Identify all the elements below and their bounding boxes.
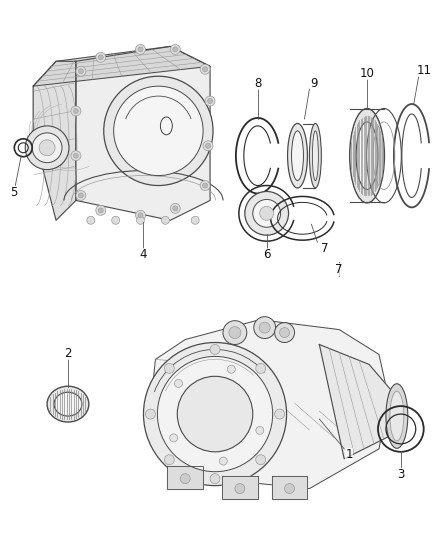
Circle shape: [245, 191, 289, 235]
Circle shape: [174, 379, 183, 387]
Circle shape: [76, 190, 86, 200]
Polygon shape: [33, 61, 76, 220]
Circle shape: [223, 321, 247, 344]
Circle shape: [164, 455, 174, 465]
Circle shape: [205, 143, 211, 148]
Circle shape: [71, 151, 81, 160]
Circle shape: [219, 457, 227, 465]
Circle shape: [203, 183, 208, 188]
Ellipse shape: [54, 392, 82, 416]
Circle shape: [144, 343, 286, 486]
Ellipse shape: [309, 124, 321, 188]
Circle shape: [227, 365, 235, 373]
Circle shape: [200, 64, 210, 74]
Circle shape: [74, 109, 78, 114]
Circle shape: [200, 181, 210, 190]
Text: 5: 5: [10, 186, 17, 199]
Text: 2: 2: [64, 347, 72, 360]
Circle shape: [71, 106, 81, 116]
Circle shape: [32, 133, 62, 163]
Ellipse shape: [312, 131, 318, 181]
Circle shape: [104, 76, 213, 185]
Circle shape: [173, 47, 178, 52]
Circle shape: [96, 52, 106, 62]
Circle shape: [229, 327, 241, 338]
Circle shape: [138, 47, 143, 52]
Circle shape: [256, 455, 266, 465]
Circle shape: [112, 216, 120, 224]
Polygon shape: [76, 46, 210, 220]
Circle shape: [210, 474, 220, 483]
Circle shape: [259, 322, 270, 333]
Polygon shape: [33, 46, 210, 86]
Circle shape: [177, 376, 253, 452]
Circle shape: [253, 199, 281, 227]
Circle shape: [98, 208, 103, 213]
Circle shape: [254, 317, 276, 338]
Circle shape: [285, 483, 294, 494]
Polygon shape: [150, 320, 389, 489]
Circle shape: [74, 153, 78, 158]
Circle shape: [138, 213, 143, 218]
Circle shape: [164, 364, 174, 373]
Circle shape: [137, 216, 145, 224]
Circle shape: [256, 364, 266, 373]
Circle shape: [235, 483, 245, 494]
Circle shape: [96, 205, 106, 215]
Text: 11: 11: [416, 64, 431, 77]
Circle shape: [279, 328, 290, 337]
Circle shape: [87, 216, 95, 224]
Ellipse shape: [356, 122, 378, 190]
Circle shape: [78, 193, 83, 198]
Polygon shape: [319, 344, 399, 459]
Circle shape: [78, 69, 83, 74]
Text: 3: 3: [397, 468, 405, 481]
Circle shape: [173, 206, 178, 211]
Circle shape: [191, 216, 199, 224]
Circle shape: [157, 357, 273, 472]
Ellipse shape: [350, 109, 385, 203]
Text: 9: 9: [311, 77, 318, 90]
Circle shape: [161, 216, 170, 224]
Circle shape: [275, 409, 285, 419]
Text: 10: 10: [360, 67, 374, 80]
Circle shape: [260, 206, 274, 220]
Polygon shape: [272, 475, 307, 498]
Circle shape: [170, 204, 180, 213]
Circle shape: [256, 426, 264, 434]
Circle shape: [145, 409, 155, 419]
Circle shape: [114, 86, 203, 175]
Circle shape: [208, 99, 212, 103]
Circle shape: [210, 344, 220, 354]
Circle shape: [170, 44, 180, 54]
Ellipse shape: [386, 384, 408, 448]
Circle shape: [39, 140, 55, 156]
Circle shape: [205, 96, 215, 106]
Polygon shape: [167, 466, 203, 489]
Text: 6: 6: [263, 248, 270, 261]
Circle shape: [275, 322, 294, 343]
Ellipse shape: [47, 386, 89, 422]
Circle shape: [25, 126, 69, 169]
Circle shape: [76, 66, 86, 76]
Circle shape: [98, 55, 103, 60]
Circle shape: [170, 434, 178, 442]
Ellipse shape: [288, 124, 307, 188]
Circle shape: [135, 211, 145, 220]
Text: 7: 7: [321, 241, 328, 255]
Ellipse shape: [292, 131, 304, 181]
Text: 1: 1: [346, 448, 353, 461]
Polygon shape: [222, 475, 258, 498]
Text: 4: 4: [140, 248, 147, 261]
Circle shape: [203, 67, 208, 72]
Circle shape: [203, 141, 213, 151]
Text: 7: 7: [336, 263, 343, 277]
Circle shape: [180, 474, 190, 483]
Ellipse shape: [390, 391, 404, 441]
Text: 8: 8: [254, 77, 261, 90]
Circle shape: [135, 44, 145, 54]
